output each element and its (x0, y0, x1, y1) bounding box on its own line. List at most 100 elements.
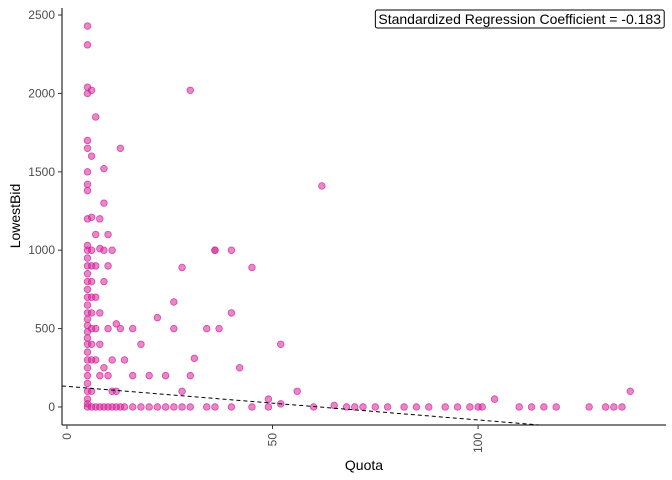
point (83, 348, 92, 356)
point (161, 403, 170, 411)
point (490, 395, 499, 403)
point (100, 164, 108, 173)
point (186, 403, 194, 411)
point (145, 403, 153, 411)
x-tick-label: 0 (60, 433, 74, 440)
point (87, 86, 96, 95)
annotation-box (374, 9, 665, 29)
point (610, 403, 618, 411)
point (170, 324, 178, 333)
point (83, 285, 92, 294)
point (83, 136, 92, 145)
y-axis-title: LowestBid (7, 184, 23, 249)
y-tick-label: 2000 (28, 86, 55, 100)
point (83, 41, 92, 49)
point (116, 324, 125, 333)
point (203, 324, 211, 333)
point (540, 403, 548, 411)
point (618, 403, 626, 411)
point (87, 340, 96, 348)
regression-line (62, 385, 540, 425)
point (92, 262, 100, 270)
point (178, 387, 186, 395)
point (527, 403, 536, 411)
point (83, 270, 92, 278)
point (83, 301, 92, 309)
point (87, 309, 96, 317)
point (400, 403, 408, 411)
y-tick-label: 2500 (28, 8, 55, 22)
point (100, 277, 108, 286)
point (92, 356, 100, 364)
point (215, 324, 223, 333)
point (83, 379, 92, 388)
point (227, 403, 236, 411)
annotation: Standardized Regression Coefficient = -0… (378, 11, 661, 27)
point (585, 403, 593, 411)
point (264, 395, 273, 403)
point (129, 403, 137, 411)
point (83, 180, 92, 189)
point (83, 186, 92, 195)
point (170, 298, 178, 306)
point (170, 403, 178, 411)
point (87, 277, 96, 286)
point (264, 403, 273, 411)
point (129, 324, 137, 333)
point (108, 246, 116, 254)
point (601, 403, 610, 411)
point (186, 371, 194, 380)
point (100, 364, 108, 372)
point (248, 263, 256, 272)
point (83, 144, 92, 153)
point (87, 246, 96, 254)
point (186, 86, 194, 95)
point (120, 356, 129, 364)
point (351, 403, 359, 411)
point (203, 403, 211, 411)
point (92, 293, 100, 301)
point (83, 168, 92, 176)
point (466, 403, 474, 411)
point (104, 324, 112, 333)
point (137, 403, 145, 411)
point (425, 403, 433, 411)
point (92, 113, 100, 121)
point (87, 387, 96, 395)
point (383, 403, 392, 411)
point (100, 246, 108, 254)
point (211, 403, 219, 411)
point (153, 403, 162, 411)
point (83, 315, 92, 323)
point (83, 254, 92, 262)
point (112, 387, 120, 395)
point (92, 324, 100, 333)
x-axis-title: Quota (345, 457, 383, 473)
point (293, 387, 301, 395)
point (552, 403, 560, 411)
point (120, 403, 129, 411)
point (453, 403, 462, 411)
point (371, 403, 380, 411)
point (96, 371, 104, 380)
point (359, 403, 367, 411)
x-tick-label: 50 (266, 433, 280, 447)
point (83, 22, 92, 30)
point (248, 403, 256, 411)
point (83, 371, 92, 380)
point (129, 371, 137, 380)
y-tick-label: 1500 (28, 165, 55, 179)
point (190, 354, 199, 363)
point (211, 246, 219, 254)
y-tick-label: 0 (48, 400, 55, 414)
point (87, 213, 96, 221)
point (178, 403, 186, 411)
point (96, 309, 104, 317)
point (227, 246, 236, 254)
point (104, 262, 112, 270)
point (318, 182, 326, 190)
x-tick-label: 100 (471, 433, 485, 453)
point (161, 371, 170, 380)
point (515, 403, 523, 411)
